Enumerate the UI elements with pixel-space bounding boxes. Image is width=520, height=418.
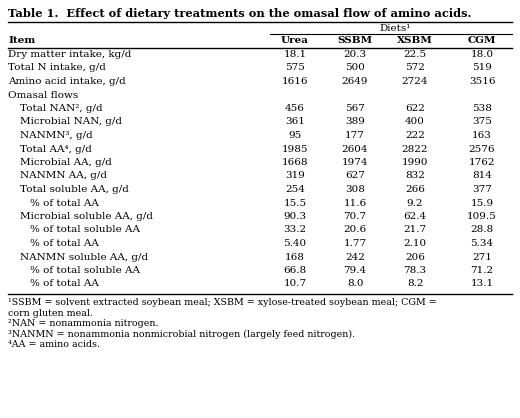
Text: 62.4: 62.4 [404, 212, 426, 221]
Text: 1762: 1762 [469, 158, 495, 167]
Text: 222: 222 [405, 131, 425, 140]
Text: 2.10: 2.10 [404, 239, 426, 248]
Text: 1668: 1668 [282, 158, 308, 167]
Text: Omasal flows: Omasal flows [8, 91, 78, 99]
Text: CGM: CGM [468, 36, 496, 45]
Text: Amino acid intake, g/d: Amino acid intake, g/d [8, 77, 126, 86]
Text: % of total soluble AA: % of total soluble AA [30, 225, 140, 234]
Text: Microbial soluble AA, g/d: Microbial soluble AA, g/d [20, 212, 153, 221]
Text: 2604: 2604 [342, 145, 368, 153]
Text: 2724: 2724 [402, 77, 428, 86]
Text: ³NANMN = nonammonia nonmicrobial nitrogen (largely feed nitrogen).: ³NANMN = nonammonia nonmicrobial nitroge… [8, 329, 355, 339]
Text: 5.34: 5.34 [471, 239, 493, 248]
Text: 308: 308 [345, 185, 365, 194]
Text: Total NAN², g/d: Total NAN², g/d [20, 104, 102, 113]
Text: 375: 375 [472, 117, 492, 127]
Text: 78.3: 78.3 [404, 266, 426, 275]
Text: 71.2: 71.2 [471, 266, 493, 275]
Text: 400: 400 [405, 117, 425, 127]
Text: 8.2: 8.2 [407, 280, 423, 288]
Text: 1985: 1985 [282, 145, 308, 153]
Text: corn gluten meal.: corn gluten meal. [8, 308, 93, 318]
Text: 538: 538 [472, 104, 492, 113]
Text: 242: 242 [345, 252, 365, 262]
Text: 177: 177 [345, 131, 365, 140]
Text: ⁴AA = amino acids.: ⁴AA = amino acids. [8, 340, 100, 349]
Text: 28.8: 28.8 [471, 225, 493, 234]
Text: Microbial NAN, g/d: Microbial NAN, g/d [20, 117, 122, 127]
Text: NANMN³, g/d: NANMN³, g/d [20, 131, 93, 140]
Text: 389: 389 [345, 117, 365, 127]
Text: 319: 319 [285, 171, 305, 181]
Text: 18.0: 18.0 [471, 50, 493, 59]
Text: 33.2: 33.2 [283, 225, 307, 234]
Text: 163: 163 [472, 131, 492, 140]
Text: Total AA⁴, g/d: Total AA⁴, g/d [20, 145, 92, 153]
Text: 572: 572 [405, 64, 425, 72]
Text: Urea: Urea [281, 36, 309, 45]
Text: NANMN AA, g/d: NANMN AA, g/d [20, 171, 107, 181]
Text: 13.1: 13.1 [471, 280, 493, 288]
Text: 5.40: 5.40 [283, 239, 307, 248]
Text: 206: 206 [405, 252, 425, 262]
Text: 377: 377 [472, 185, 492, 194]
Text: 15.5: 15.5 [283, 199, 307, 207]
Text: Microbial AA, g/d: Microbial AA, g/d [20, 158, 112, 167]
Text: ¹SSBM = solvent extracted soybean meal; XSBM = xylose-treated soybean meal; CGM : ¹SSBM = solvent extracted soybean meal; … [8, 298, 437, 307]
Text: 1.77: 1.77 [343, 239, 367, 248]
Text: 18.1: 18.1 [283, 50, 307, 59]
Text: 8.0: 8.0 [347, 280, 363, 288]
Text: 70.7: 70.7 [343, 212, 367, 221]
Text: % of total AA: % of total AA [30, 280, 99, 288]
Text: 10.7: 10.7 [283, 280, 307, 288]
Text: 95: 95 [289, 131, 302, 140]
Text: % of total AA: % of total AA [30, 239, 99, 248]
Text: XSBM: XSBM [397, 36, 433, 45]
Text: Diets¹: Diets¹ [379, 24, 411, 33]
Text: 3516: 3516 [469, 77, 495, 86]
Text: 20.3: 20.3 [343, 50, 367, 59]
Text: 627: 627 [345, 171, 365, 181]
Text: 20.6: 20.6 [343, 225, 367, 234]
Text: 832: 832 [405, 171, 425, 181]
Text: 90.3: 90.3 [283, 212, 307, 221]
Text: 2576: 2576 [469, 145, 495, 153]
Text: 1990: 1990 [402, 158, 428, 167]
Text: 622: 622 [405, 104, 425, 113]
Text: ²NAN = nonammonia nitrogen.: ²NAN = nonammonia nitrogen. [8, 319, 159, 328]
Text: 11.6: 11.6 [343, 199, 367, 207]
Text: Item: Item [8, 36, 35, 45]
Text: 21.7: 21.7 [404, 225, 426, 234]
Text: Table 1.  Effect of dietary treatments on the omasal flow of amino acids.: Table 1. Effect of dietary treatments on… [8, 8, 471, 19]
Text: 109.5: 109.5 [467, 212, 497, 221]
Text: 22.5: 22.5 [404, 50, 426, 59]
Text: 79.4: 79.4 [343, 266, 367, 275]
Text: 271: 271 [472, 252, 492, 262]
Text: 168: 168 [285, 252, 305, 262]
Text: 2822: 2822 [402, 145, 428, 153]
Text: 361: 361 [285, 117, 305, 127]
Text: 575: 575 [285, 64, 305, 72]
Text: 254: 254 [285, 185, 305, 194]
Text: SSBM: SSBM [337, 36, 372, 45]
Text: Total soluble AA, g/d: Total soluble AA, g/d [20, 185, 129, 194]
Text: 567: 567 [345, 104, 365, 113]
Text: % of total AA: % of total AA [30, 199, 99, 207]
Text: % of total soluble AA: % of total soluble AA [30, 266, 140, 275]
Text: Total N intake, g/d: Total N intake, g/d [8, 64, 106, 72]
Text: 9.2: 9.2 [407, 199, 423, 207]
Text: 2649: 2649 [342, 77, 368, 86]
Text: 66.8: 66.8 [283, 266, 307, 275]
Text: 15.9: 15.9 [471, 199, 493, 207]
Text: 814: 814 [472, 171, 492, 181]
Text: 456: 456 [285, 104, 305, 113]
Text: 500: 500 [345, 64, 365, 72]
Text: 266: 266 [405, 185, 425, 194]
Text: Dry matter intake, kg/d: Dry matter intake, kg/d [8, 50, 132, 59]
Text: 519: 519 [472, 64, 492, 72]
Text: 1616: 1616 [282, 77, 308, 86]
Text: NANMN soluble AA, g/d: NANMN soluble AA, g/d [20, 252, 148, 262]
Text: 1974: 1974 [342, 158, 368, 167]
